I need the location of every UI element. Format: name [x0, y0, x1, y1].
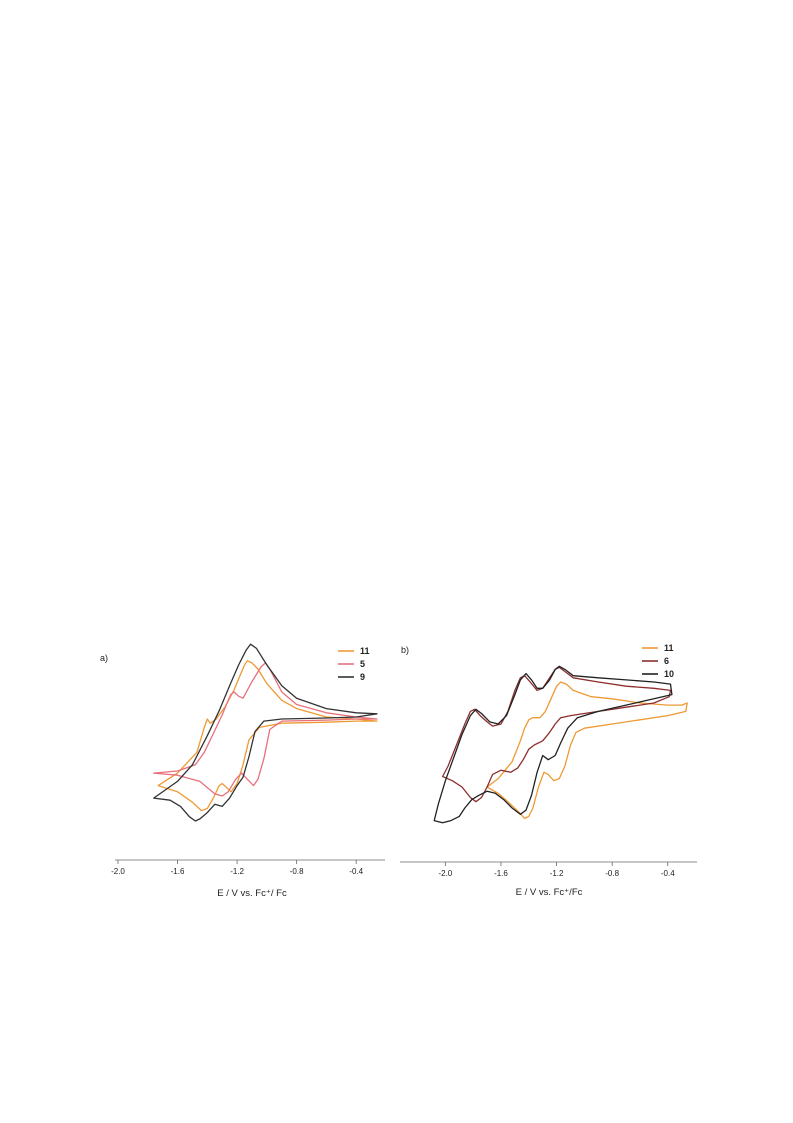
panel-a-legend-label-9: 9	[360, 672, 365, 682]
panel-a-series-9-line	[153, 643, 378, 822]
panel-b-x-ticks	[444, 862, 669, 866]
panel-b-x-tick-label: -1.2	[550, 869, 564, 878]
panel-b-legend-label-10: 10	[664, 669, 674, 679]
panel-a-x-tick-label: -0.4	[349, 867, 363, 876]
panel-a-x-tick-label: -2.0	[111, 867, 125, 876]
panel-b-legend-label-6: 6	[664, 656, 669, 666]
panel-a-legend-label-5: 5	[360, 659, 365, 669]
panel-b-series-10-line	[433, 665, 673, 824]
panel-a-label: a)	[100, 653, 108, 663]
panel-b-x-tick-label: -1.6	[494, 869, 508, 878]
panel-b-x-tick-label: -0.4	[661, 869, 675, 878]
panel-a-legend-label-11: 11	[360, 646, 370, 656]
panel-a-series	[153, 643, 378, 822]
panel-a-x-tick-label: -1.2	[230, 867, 244, 876]
panel-a-series-5-line	[153, 662, 378, 797]
panel-a-x-tick-labels: -2.0 -1.6 -1.2 -0.8 -0.4	[111, 867, 364, 876]
panel-a-x-axis-title: E / V vs. Fc⁺/ Fc	[217, 888, 287, 899]
panel-a-x-ticks	[117, 860, 357, 864]
panel-b-series	[433, 665, 688, 824]
panel-b-series-11-line	[486, 681, 688, 820]
panel-b-x-tick-label: -0.8	[605, 869, 619, 878]
panel-b-x-tick-label: -2.0	[438, 869, 452, 878]
panel-a-x-tick-label: -0.8	[290, 867, 304, 876]
panel-a-legend: 11 5 9	[338, 646, 370, 682]
panel-b-label: b)	[401, 645, 409, 655]
panel-b-series-6-line	[441, 666, 672, 803]
panel-b-chart: b) -2.0 -1.6 -1.2 -0.8 -0.4 11 6 10 E / V vs. …	[400, 643, 697, 898]
panel-b-legend: 11 6 10	[642, 643, 674, 679]
panel-b-x-axis-title: E / V vs. Fc⁺/Fc	[516, 887, 583, 898]
panel-b-x-tick-labels: -2.0 -1.6 -1.2 -0.8 -0.4	[438, 869, 675, 878]
panel-a-chart: a) -2.0 -1.6 -1.2 -0.8 -0.4 11 5 9 E / V vs. F…	[100, 643, 385, 899]
panel-b-legend-label-11: 11	[664, 643, 674, 653]
panel-a-x-tick-label: -1.6	[171, 867, 185, 876]
panel-a-series-11-line	[157, 660, 378, 812]
